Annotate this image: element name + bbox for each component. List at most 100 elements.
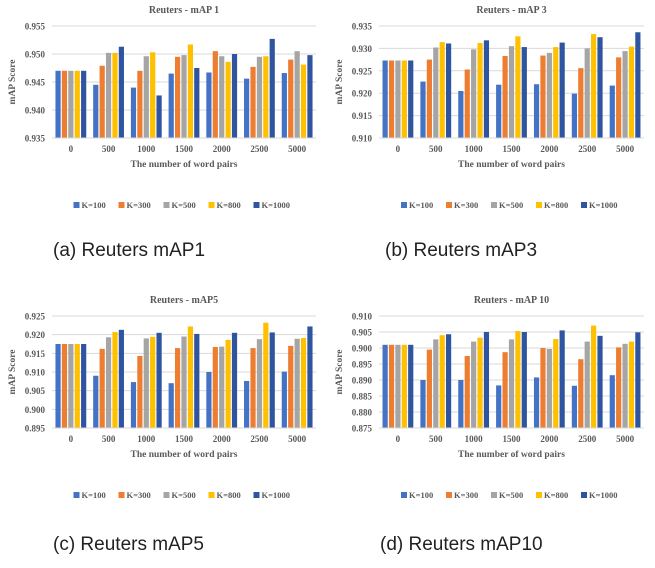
bar-k-100-5000 <box>609 375 615 428</box>
y-tick-label: 0.885 <box>352 392 373 402</box>
legend-label: K=500 <box>499 490 523 500</box>
bar-k-800-5000 <box>628 46 635 138</box>
bar-k-500-1500 <box>508 339 515 428</box>
x-tick-label: 2000 <box>540 434 559 444</box>
bar-k-300-5000 <box>288 345 294 428</box>
bar-k-1000-500 <box>445 334 452 428</box>
bar-k-800-0 <box>74 344 80 428</box>
legend-label: K=1000 <box>589 490 617 500</box>
bar-k-300-2500 <box>578 359 584 428</box>
y-tick-label: 0.910 <box>352 134 373 144</box>
bar-k-500-5000 <box>294 338 300 428</box>
legend-swatch <box>73 202 80 208</box>
x-tick-label: 5000 <box>288 144 307 154</box>
bar-k-100-2500 <box>244 380 250 428</box>
caption-c: (c) Reuters mAP5 <box>53 534 204 555</box>
y-tick-label: 0.915 <box>352 111 373 121</box>
x-tick-label: 5000 <box>616 144 635 154</box>
chart-title: Reuters - mAP 10 <box>474 295 549 306</box>
x-axis-label: The number of word pairs <box>131 160 238 170</box>
legend-swatch <box>536 492 542 498</box>
bar-k-500-1000 <box>143 56 149 138</box>
bar-k-300-500 <box>426 59 432 138</box>
x-axis-label: The number of word pairs <box>131 450 238 460</box>
bar-k-800-1000 <box>477 43 483 138</box>
legend-label: K=800 <box>544 490 568 500</box>
bar-k-100-1500 <box>168 73 174 138</box>
y-tick-label: 0.935 <box>352 22 373 32</box>
bar-k-1000-1500 <box>194 68 200 138</box>
bar-k-500-2500 <box>584 48 590 138</box>
bar-k-500-0 <box>68 344 74 428</box>
bar-k-300-0 <box>388 60 395 138</box>
bar-k-100-5000 <box>281 73 287 138</box>
legend-swatch <box>73 492 80 498</box>
legend-swatch <box>401 492 407 498</box>
bar-k-1000-0 <box>81 344 87 428</box>
bar-k-300-5000 <box>616 57 622 138</box>
bar-k-300-2500 <box>578 68 584 138</box>
bar-k-300-2000 <box>540 348 546 428</box>
bar-k-800-2000 <box>553 339 559 428</box>
bar-k-500-500 <box>105 337 112 428</box>
bar-k-500-1000 <box>471 341 477 428</box>
legend-swatch <box>118 202 125 208</box>
bar-k-300-0 <box>61 344 68 428</box>
legend-label: K=300 <box>127 490 151 500</box>
y-tick-label: 0.890 <box>352 376 373 386</box>
x-tick-label: 500 <box>429 434 443 444</box>
chart-reuters-map5: Reuters - mAP5 0.895 0.900 0.905 0.910 0.915 0… <box>8 295 316 500</box>
y-tick-label: 0.955 <box>25 22 46 32</box>
y-tick-label: 0.900 <box>352 344 373 354</box>
y-tick-label: 0.920 <box>352 89 373 99</box>
y-tick-label: 0.935 <box>25 134 46 144</box>
legend-swatch <box>446 492 452 498</box>
bar-k-1000-1000 <box>156 95 162 138</box>
x-tick-label: 1000 <box>465 434 484 444</box>
bar-k-500-1500 <box>181 336 187 428</box>
bar-k-500-500 <box>433 339 439 428</box>
bar-k-1000-500 <box>118 46 124 138</box>
y-tick-label: 0.950 <box>25 50 46 60</box>
x-tick-label: 2000 <box>213 434 232 444</box>
bar-k-500-500 <box>433 47 439 139</box>
bar-k-800-1000 <box>477 337 483 428</box>
bar-k-100-1500 <box>496 385 502 428</box>
bar-k-800-500 <box>439 335 445 428</box>
y-tick-label: 0.910 <box>25 368 46 378</box>
legend-label: K=500 <box>172 200 196 210</box>
chart-reuters-map3: Reuters - mAP 3 0.910 0.915 0.920 0.925 0.930… <box>335 5 644 210</box>
bar-k-100-1500 <box>168 383 174 428</box>
bar-k-1000-2500 <box>269 332 275 428</box>
legend-label: K=300 <box>454 200 478 210</box>
legend-swatch <box>491 202 497 208</box>
legend-swatch <box>163 492 170 498</box>
bar-k-1000-0 <box>408 60 414 138</box>
x-tick-label: 0 <box>69 144 74 154</box>
bar-k-800-1000 <box>150 336 156 428</box>
bar-k-100-2000 <box>206 72 212 138</box>
bar-k-300-0 <box>388 344 395 428</box>
chart-reuters-map1: Reuters - mAP 1 0.935 0.940 0.945 0.950 0.955… <box>8 5 316 210</box>
bar-k-800-2500 <box>263 56 269 138</box>
bar-k-1000-5000 <box>635 32 641 138</box>
bar-k-800-500 <box>112 52 118 138</box>
y-tick-label: 0.905 <box>25 386 46 396</box>
y-tick-label: 0.895 <box>352 360 373 370</box>
bar-k-100-0 <box>55 70 61 138</box>
bar-k-300-5000 <box>616 347 622 428</box>
bar-k-500-1000 <box>143 338 149 428</box>
bar-k-800-0 <box>401 344 407 428</box>
bar-k-100-1000 <box>458 90 464 138</box>
bar-k-300-500 <box>99 65 105 138</box>
bar-k-500-5000 <box>622 51 628 139</box>
bar-k-300-1000 <box>137 355 143 428</box>
x-tick-label: 1000 <box>137 434 156 444</box>
x-tick-label: 500 <box>102 434 116 444</box>
bar-k-1000-500 <box>445 43 452 138</box>
bar-k-800-2500 <box>591 34 597 139</box>
bar-k-1000-1000 <box>483 332 490 428</box>
bar-k-100-1000 <box>130 382 137 428</box>
bar-k-100-0 <box>55 344 61 428</box>
legend-label: K=300 <box>454 490 478 500</box>
